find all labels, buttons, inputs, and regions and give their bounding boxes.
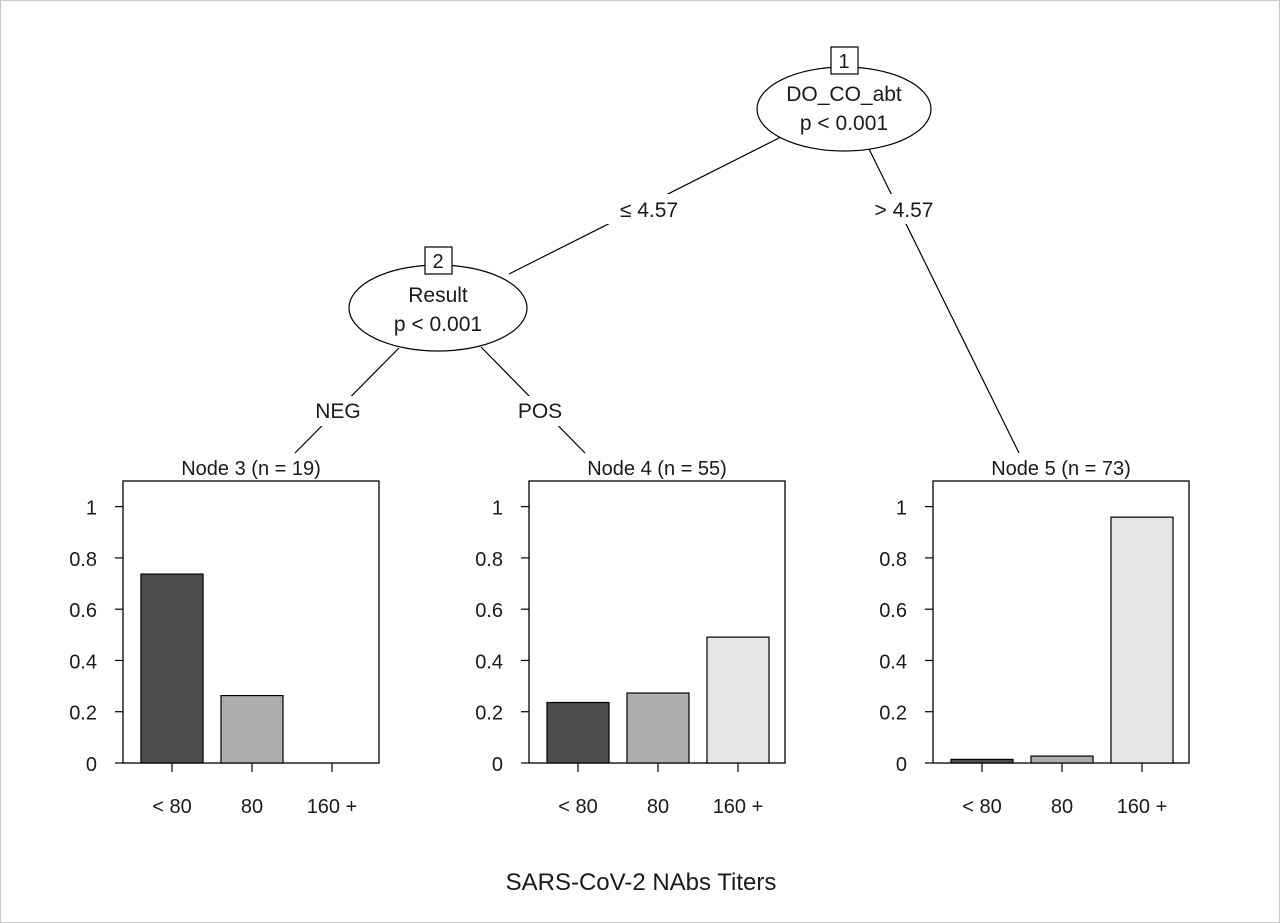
node-4-ytick-label: 0.8 — [475, 549, 503, 571]
node-4-bar-0 — [546, 701, 610, 764]
terminal-node-5: Node 5 (n = 73) 0 0.2 0.4 0.6 0.8 1 < 80 80 160 … — [879, 458, 1190, 818]
node-5-bar-0 — [950, 758, 1014, 764]
node-5-ytick-label: 1 — [896, 498, 907, 520]
edge-label-node2-right: POS — [518, 400, 562, 423]
terminal-node-3-title: Node 3 (n = 19) — [181, 458, 321, 480]
node-4-bar-1 — [626, 692, 690, 764]
node-5-ytick-label: 0.6 — [879, 600, 907, 622]
node-3-bar-0 — [140, 573, 204, 764]
node-3-xtick-label: < 80 — [152, 796, 191, 818]
node-5-xtick-label: 80 — [1051, 796, 1073, 818]
terminal-node-3: Node 3 (n = 19) 0 0.2 0.4 0.6 0.8 1 < 80 80 160 … — [69, 458, 380, 818]
node-3-ytick-label: 0.2 — [69, 703, 97, 725]
node-4-ytick-label: 0 — [492, 754, 503, 776]
node-3-xtick-label: 160 + — [307, 796, 358, 818]
terminal-node-5-title: Node 5 (n = 73) — [991, 458, 1131, 480]
node-id-2: 2 — [432, 251, 443, 273]
node-4-bar-2 — [706, 636, 770, 764]
node-5-ytick-label: 0 — [896, 754, 907, 776]
node-1-pvalue: p < 0.001 — [800, 112, 888, 135]
node-5-bar-2 — [1110, 516, 1174, 764]
node-5-ytick-label: 0.4 — [879, 651, 907, 673]
node-1-variable: DO_CO_abt — [786, 83, 902, 106]
node-4-ytick-label: 1 — [492, 498, 503, 520]
edge-label-node1-right: > 4.57 — [875, 199, 934, 222]
node-2-variable: Result — [408, 284, 468, 307]
node-4-ytick-label: 0.2 — [475, 703, 503, 725]
inner-node-1: 1 DO_CO_abt p < 0.001 — [756, 46, 932, 152]
node-3-bar-1 — [220, 694, 284, 764]
node-5-ytick-label: 0.8 — [879, 549, 907, 571]
node-4-xtick-label: < 80 — [558, 796, 597, 818]
node-2-pvalue: p < 0.001 — [394, 313, 482, 336]
node-id-1: 1 — [838, 51, 849, 73]
node-4-xtick-label: 160 + — [713, 796, 764, 818]
node-4-xtick-label: 80 — [647, 796, 669, 818]
node-4-ytick-label: 0.4 — [475, 651, 503, 673]
edge-label-node2-left: NEG — [315, 400, 361, 423]
node-3-ytick-label: 0 — [86, 754, 97, 776]
node-4-ytick-label: 0.6 — [475, 600, 503, 622]
node-5-xtick-label: 160 + — [1117, 796, 1168, 818]
node-3-xtick-label: 80 — [241, 796, 263, 818]
inner-node-2: 2 Result p < 0.001 — [348, 246, 528, 352]
node-3-ytick-label: 0.4 — [69, 651, 97, 673]
node-3-ytick-label: 0.6 — [69, 600, 97, 622]
terminal-node-4: Node 4 (n = 55) 0 0.2 0.4 0.6 0.8 1 < 80 80 160 … — [475, 458, 786, 818]
figure-caption: SARS-CoV-2 NAbs Titers — [505, 869, 777, 896]
edge-label-node1-left: ≤ 4.57 — [620, 199, 678, 222]
node-5-bar-1 — [1030, 755, 1094, 764]
node-3-ytick-label: 1 — [86, 498, 97, 520]
terminal-node-4-title: Node 4 (n = 55) — [587, 458, 727, 480]
node-5-ytick-label: 0.2 — [879, 703, 907, 725]
node-5-xtick-label: < 80 — [962, 796, 1001, 818]
node-3-ytick-label: 0.8 — [69, 549, 97, 571]
